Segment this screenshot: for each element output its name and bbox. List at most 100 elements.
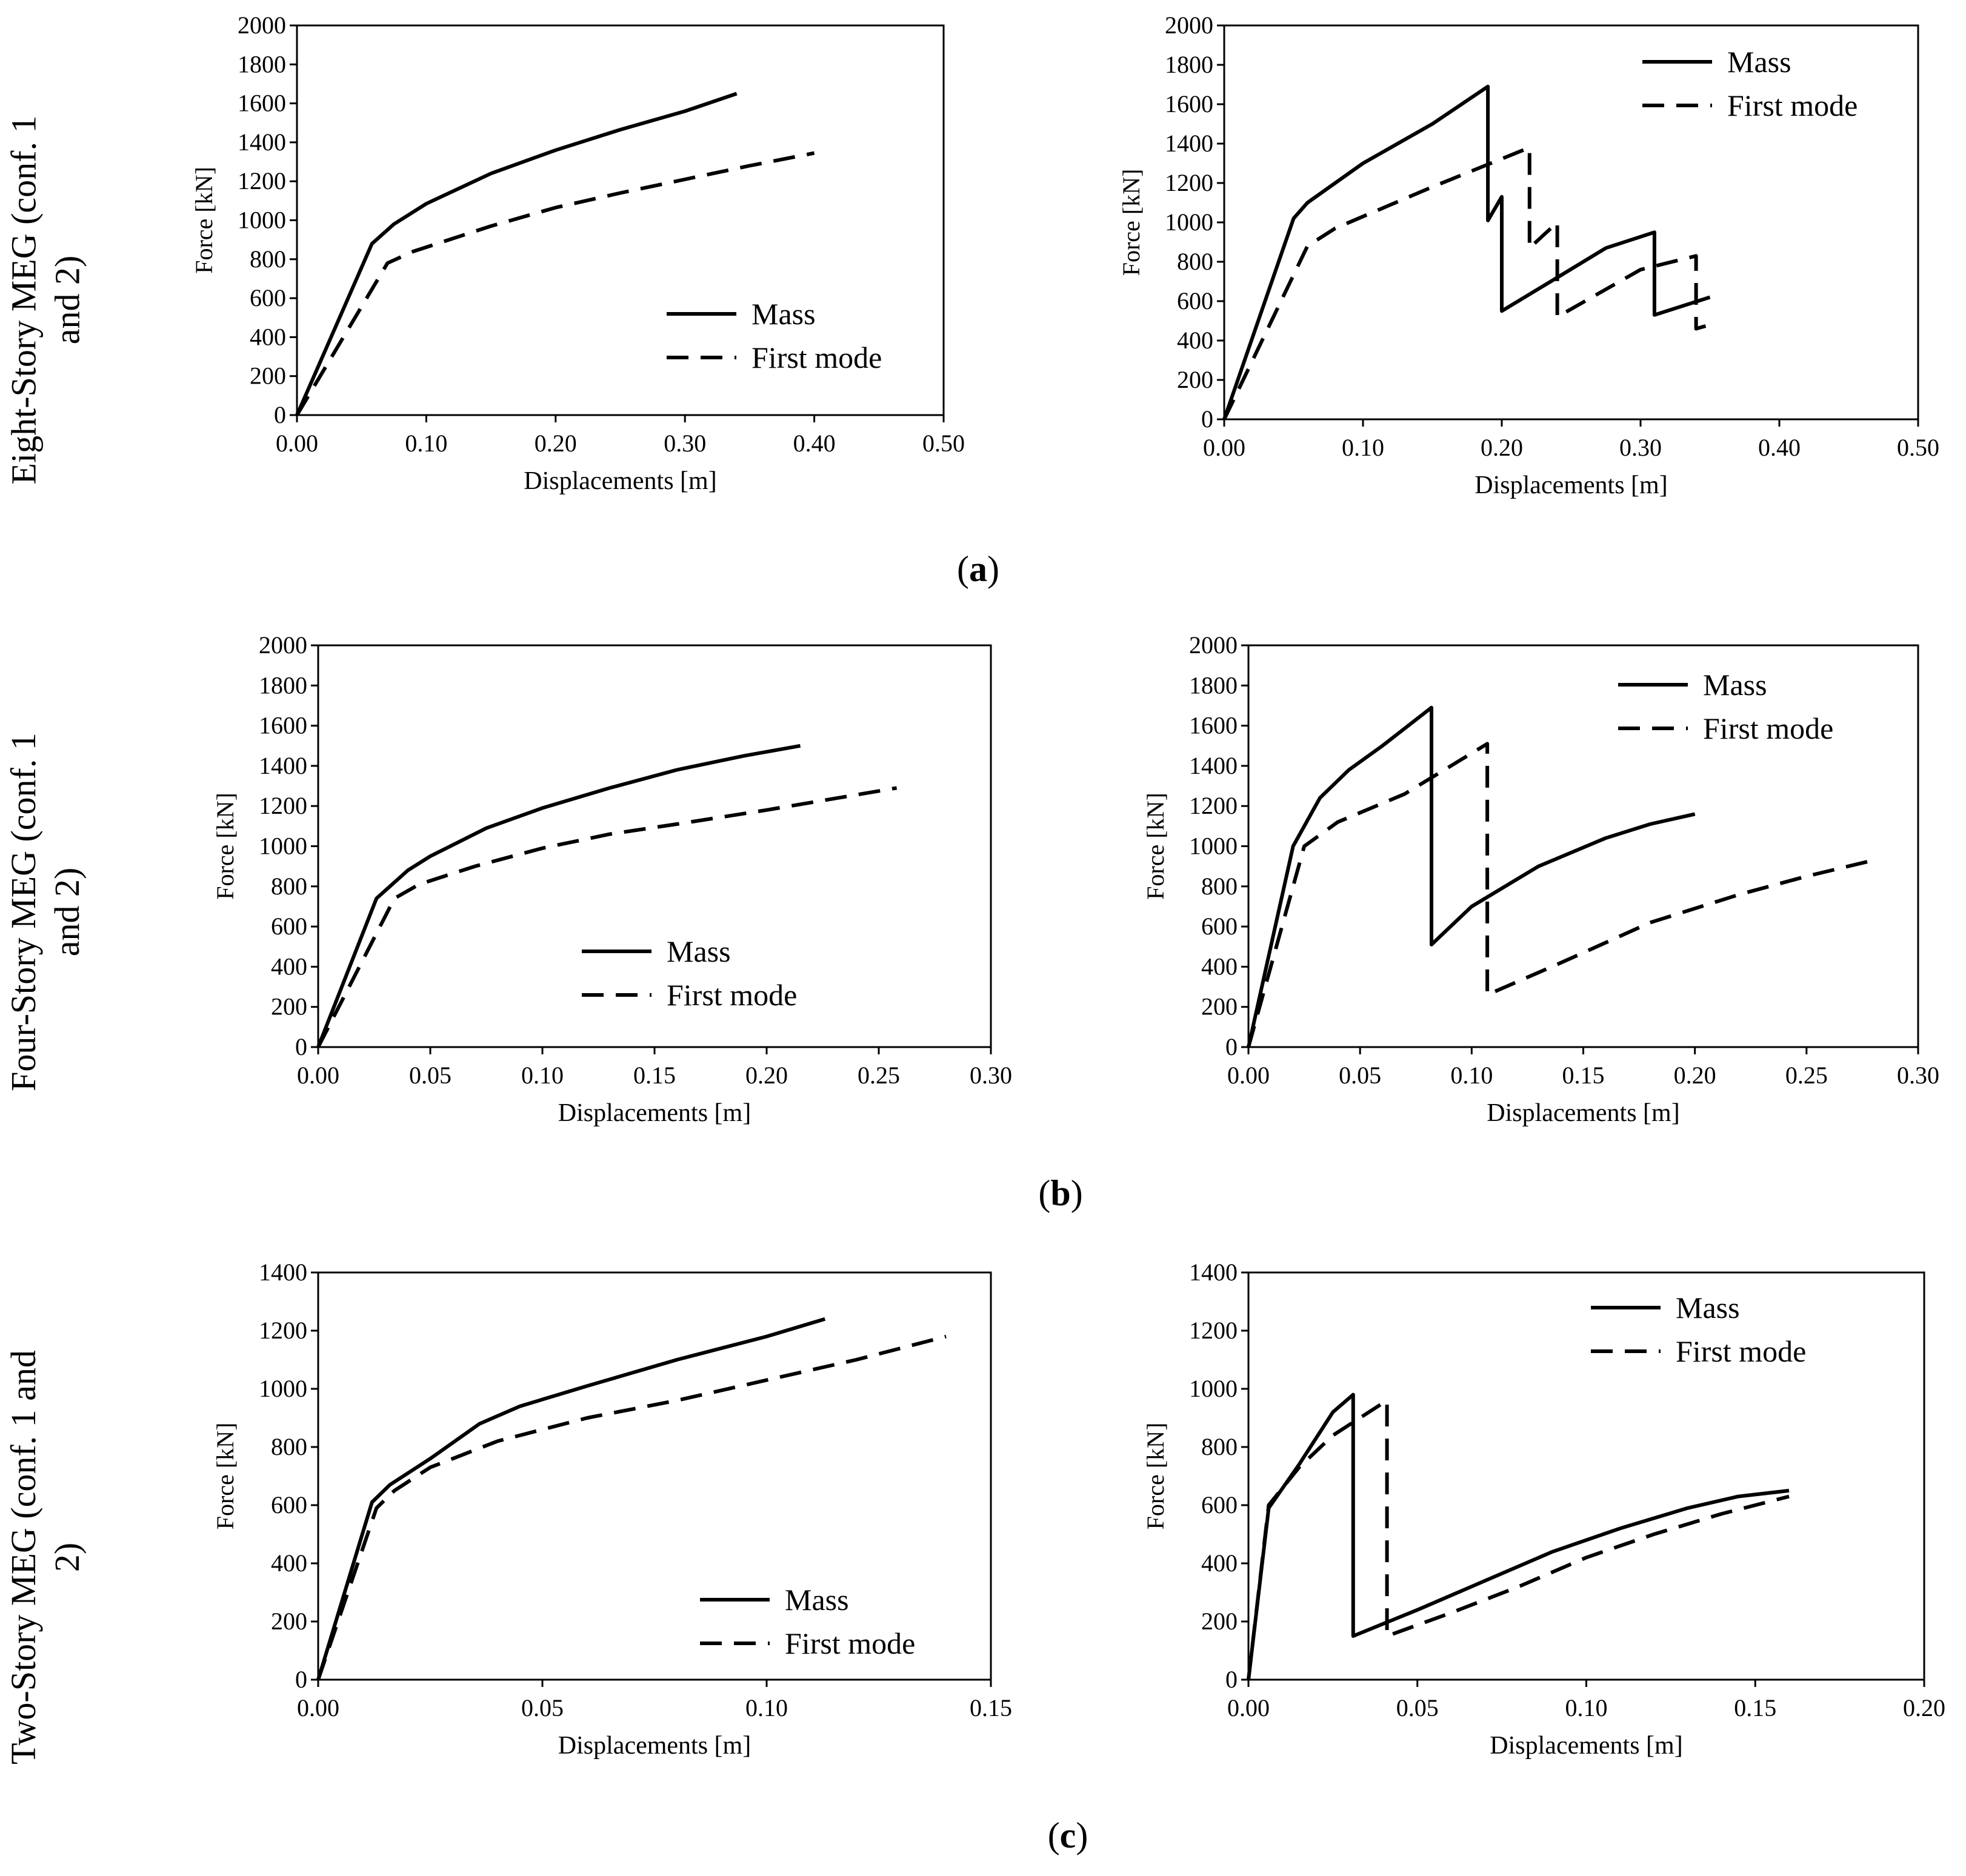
x-tick-label: 0.15 [970, 1694, 1012, 1721]
y-tick-label: 1200 [259, 792, 307, 819]
series-line-mass [316, 743, 801, 1048]
y-tick-label: 800 [250, 245, 286, 273]
y-tick-label: 1200 [1165, 169, 1213, 196]
y-tick-label: 200 [271, 1608, 307, 1635]
legend-label: Mass [1703, 668, 1767, 702]
y-tick-label: 400 [250, 323, 286, 350]
y-tick-label: 800 [1201, 873, 1238, 900]
legend-label: First mode [1727, 88, 1858, 122]
y-tick-label: 1400 [259, 1259, 307, 1286]
x-axis-label: Displacements [m] [558, 1732, 751, 1760]
x-tick-label: 0.00 [276, 430, 318, 457]
y-tick-label: 1000 [259, 833, 307, 860]
x-tick-label: 0.20 [1903, 1694, 1945, 1721]
y-tick-label: 400 [271, 953, 307, 980]
series-line-first-mode [1247, 1399, 1790, 1680]
row-label-two-story: Two-Story MEG (conf. 1 and 2) [4, 1350, 87, 1765]
y-axis-label: Force [kN] [1142, 1423, 1169, 1530]
y-tick-label: 200 [1201, 1608, 1238, 1635]
x-tick-label: 0.10 [405, 430, 447, 457]
row-label-eight-story: Eight-Story MEG (conf. 1 and 2) [4, 115, 87, 485]
legend-label: First mode [667, 978, 797, 1012]
y-axis-label: Force [kN] [1142, 793, 1169, 900]
y-axis-label: Force [kN] [190, 167, 218, 274]
chart-c-right: 0 200 400 600 800 1000 1200 1400 0.00 0.05 0.10 0.1… [1142, 1259, 1945, 1760]
x-axis-label: Displacements [m] [558, 1099, 751, 1127]
x-tick-label: 0.50 [1897, 434, 1939, 461]
panel-label-a: (a) [957, 549, 999, 589]
row-label-four-story: Four-Story MEG (conf. 1 and 2) [4, 733, 87, 1091]
y-tick-label: 1400 [1189, 752, 1238, 779]
x-tick-label: 0.20 [535, 430, 577, 457]
x-tick-label: 0.15 [1734, 1694, 1776, 1721]
y-tick-label: 0 [1201, 405, 1213, 433]
plot-frame [1247, 1271, 1925, 1681]
x-tick-label: 0.30 [970, 1062, 1012, 1089]
chart-c-left: 0 200 400 600 800 1000 1200 1400 0.00 0.05 0.10 0.1… [212, 1259, 1012, 1760]
x-tick-label: 0.00 [297, 1062, 339, 1089]
x-tick-label: 0.00 [297, 1694, 339, 1721]
y-tick-label: 2000 [238, 12, 286, 39]
legend-label: Mass [1727, 45, 1791, 79]
legend-label: Mass [667, 934, 731, 968]
y-axis-label: Force [kN] [212, 793, 239, 900]
y-tick-label: 1400 [238, 128, 286, 156]
x-tick-label: 0.30 [664, 430, 706, 457]
x-axis-label: Displacements [m] [1490, 1732, 1682, 1760]
y-tick-label: 800 [271, 1433, 307, 1460]
series-line-mass [1247, 1392, 1790, 1680]
plot-frame [317, 644, 992, 1048]
x-tick-label: 0.15 [633, 1062, 676, 1089]
legend-label: Mass [785, 1583, 849, 1617]
y-tick-label: 0 [1225, 1666, 1238, 1693]
series-line-mass [316, 1317, 826, 1680]
y-tick-label: 200 [250, 362, 286, 390]
y-tick-label: 200 [1177, 366, 1213, 393]
y-tick-label: 1000 [1165, 208, 1213, 236]
series-line-mass [295, 91, 738, 416]
series-line-mass [1247, 705, 1696, 1048]
x-tick-label: 0.10 [521, 1062, 564, 1089]
x-axis-label: Displacements [m] [524, 467, 716, 495]
y-tick-label: 1800 [259, 671, 307, 699]
y-tick-label: 400 [271, 1549, 307, 1577]
y-tick-label: 600 [271, 913, 307, 940]
x-tick-label: 0.20 [745, 1062, 788, 1089]
y-tick-label: 1200 [238, 167, 286, 195]
y-tick-label: 1600 [1165, 90, 1213, 118]
y-tick-label: 2000 [1165, 12, 1213, 39]
panel-label-b: (b) [1038, 1173, 1083, 1213]
y-tick-label: 600 [1177, 287, 1213, 314]
y-tick-label: 1400 [1165, 130, 1213, 157]
panel-label-c: (c) [1047, 1815, 1088, 1855]
chart-b-right: 0 200 400 600 800 1000 1200 1400 1600 1800 2000 0.0… [1142, 631, 1939, 1127]
y-tick-label: 0 [1225, 1033, 1238, 1060]
y-tick-label: 1800 [238, 50, 286, 78]
y-tick-label: 800 [1201, 1433, 1238, 1460]
y-tick-label: 800 [271, 873, 307, 900]
plot-frame [1223, 24, 1919, 421]
y-tick-label: 400 [1201, 1549, 1238, 1577]
x-tick-label: 0.05 [409, 1062, 452, 1089]
x-axis-label: Displacements [m] [1487, 1099, 1679, 1127]
series-line-first-mode [1222, 145, 1711, 421]
y-tick-label: 0 [274, 401, 286, 428]
y-axis-label: Force [kN] [212, 1423, 239, 1530]
y-tick-label: 800 [1177, 248, 1213, 275]
x-tick-label: 0.05 [1396, 1694, 1439, 1721]
x-tick-label: 0.30 [1619, 434, 1662, 461]
x-tick-label: 0.05 [1339, 1062, 1381, 1089]
y-tick-label: 200 [271, 993, 307, 1020]
chart-b-left: 0 200 400 600 800 1000 1200 1400 1600 1800 2000 0.0… [212, 631, 1012, 1127]
legend-label: First mode [1703, 711, 1833, 745]
x-tick-label: 0.40 [1758, 434, 1801, 461]
x-tick-label: 0.30 [1897, 1062, 1939, 1089]
series-line-first-mode [295, 151, 815, 416]
y-tick-label: 2000 [259, 631, 307, 659]
y-tick-label: 1000 [1189, 833, 1238, 860]
y-tick-label: 1600 [1189, 712, 1238, 739]
x-tick-label: 0.00 [1227, 1062, 1270, 1089]
y-tick-label: 1800 [1165, 51, 1213, 78]
x-axis-label: Displacements [m] [1474, 471, 1667, 499]
